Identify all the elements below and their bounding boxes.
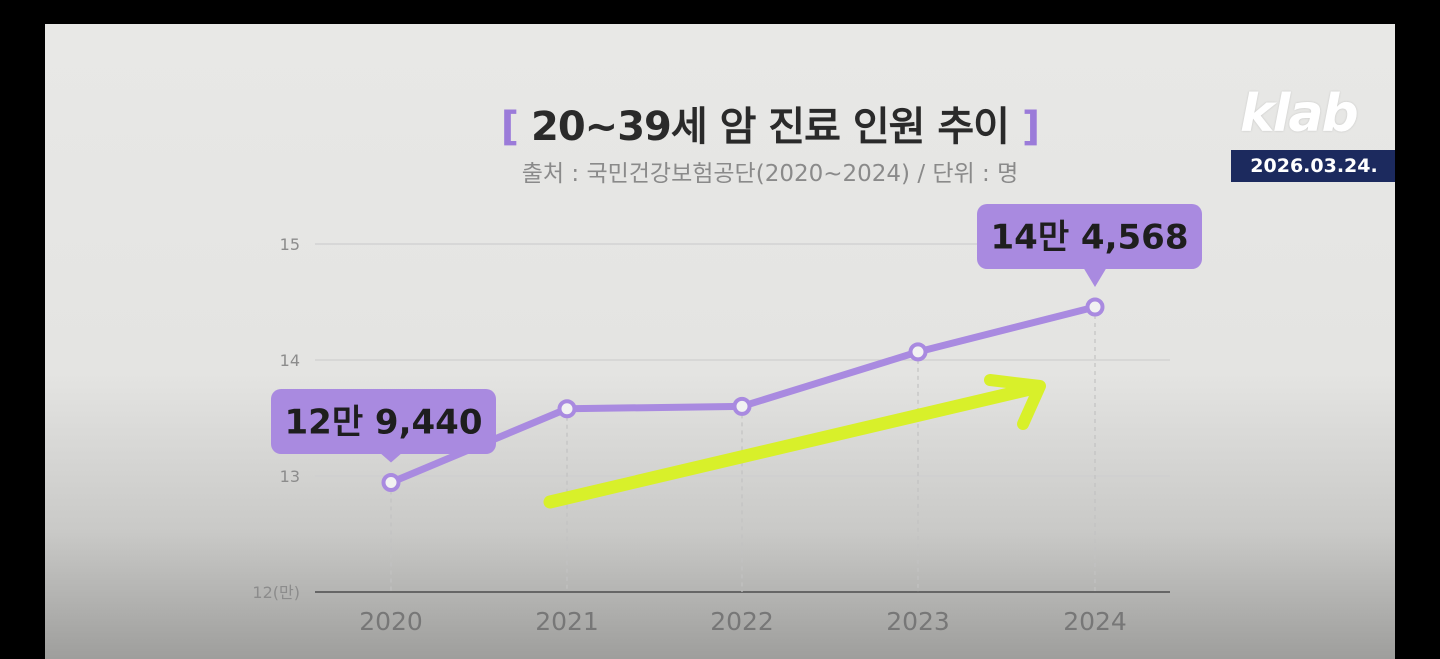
trend-arrow-head (984, 374, 1046, 430)
klab-logo: klab (1240, 84, 1359, 144)
chart-frame: [ 20~39세 암 진료 인원 추이 ] 출처 : 국민건강보험공단(2020… (45, 24, 1395, 659)
data-point (381, 472, 401, 492)
callout-label: 12만 9,440 (285, 403, 483, 443)
trend-arrow (543, 374, 1046, 509)
callout-pointer (379, 452, 403, 463)
y-tick-label: 13 (280, 467, 300, 486)
callout-0: 12만 9,440 (271, 389, 496, 463)
callout-pointer (1083, 267, 1107, 288)
x-tick-label: 2021 (535, 607, 599, 636)
callout-box (271, 389, 496, 454)
chart-subtitle: 출처 : 국민건강보험공단(2020~2024) / 단위 : 명 (521, 161, 1019, 187)
x-tick-label: 2023 (886, 607, 950, 636)
title-bracket-left: [ (500, 104, 519, 150)
callout-label: 14만 4,568 (991, 218, 1189, 258)
title-bracket-right: ] (1021, 104, 1040, 150)
x-tick-label: 2020 (359, 607, 423, 636)
callout-box (977, 204, 1202, 269)
date-badge: 2026.03.24. (1231, 150, 1395, 182)
chart-title-text: 20~39세 암 진료 인원 추이 (531, 104, 1010, 150)
y-tick-label: 15 (280, 235, 300, 254)
chart-title: [ 20~39세 암 진료 인원 추이 ] (45, 94, 1395, 152)
data-point (908, 342, 928, 362)
data-point (1085, 297, 1105, 317)
data-point (732, 396, 752, 416)
callouts: 12만 9,440 14만 4,568 (271, 204, 1202, 463)
x-tick-label: 2022 (710, 607, 774, 636)
x-axis-ticks: 2020 2021 2022 2023 2024 (359, 607, 1127, 636)
y-axis-ticks: 12(만) 13 14 15 (252, 235, 300, 602)
x-tick-label: 2024 (1063, 607, 1127, 636)
series-line (381, 297, 1105, 492)
callout-4: 14만 4,568 (977, 204, 1202, 288)
y-tick-label: 12(만) (252, 583, 300, 602)
data-point (557, 399, 577, 419)
trend-arrow-shaft (543, 382, 1037, 509)
line-chart: 12(만) 13 14 15 2020 2021 2022 2023 2024 12만 9,4… (252, 204, 1202, 636)
y-tick-label: 14 (280, 351, 300, 370)
